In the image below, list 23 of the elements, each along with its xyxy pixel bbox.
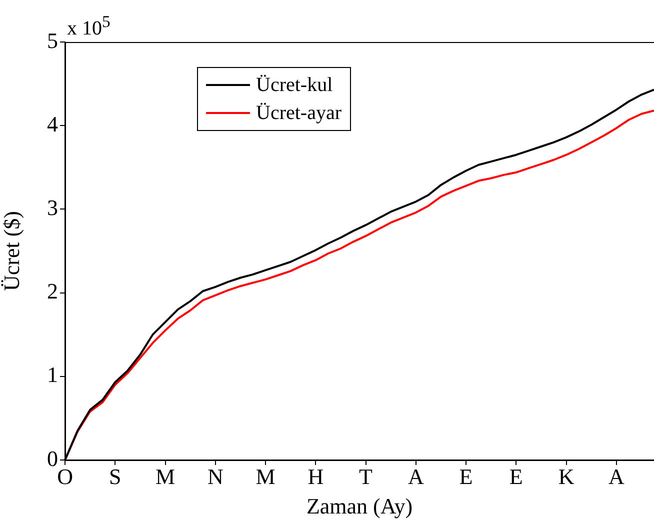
x-tick-label: E [459, 464, 473, 489]
text: x 10$^{5}$ [67, 12, 110, 41]
y-tick-label: 5 [47, 28, 58, 53]
x-tick-label: S [109, 464, 122, 489]
y-tick-label: 1 [47, 362, 58, 388]
y-tick-label: 4 [47, 111, 58, 136]
y-tick-label: 2 [47, 278, 58, 304]
x-tick-label: A [608, 464, 624, 489]
y-tick-label: 3 [47, 194, 58, 220]
y-axis-title: Ücret ($) [0, 210, 24, 292]
legend-label: Ücret-ayar [256, 102, 342, 124]
x-tick-label: M [256, 464, 276, 489]
x-tick-label: T [359, 464, 374, 489]
y-tick-label: 0 [47, 446, 58, 471]
x-tick-label: M [155, 464, 176, 489]
x-tick-label: N [207, 464, 224, 489]
legend-label: Ücret-kul [256, 74, 333, 96]
x-tick-label: H [308, 464, 324, 489]
x-tick-label: E [509, 464, 523, 489]
x-tick-label: K [558, 464, 574, 489]
x-axis-title: Zaman (Ay) [306, 494, 413, 519]
x-tick-label: O [57, 464, 73, 489]
x-tick-label: A [408, 464, 424, 489]
